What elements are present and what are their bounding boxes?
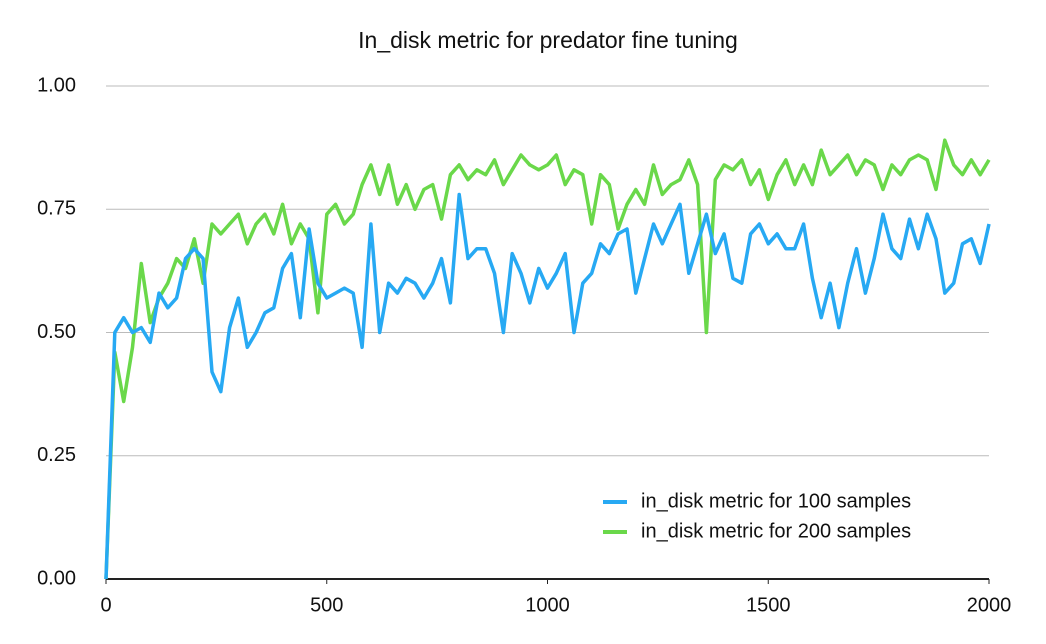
y-tick-label: 0.25 bbox=[37, 444, 76, 466]
y-tick-label: 0.50 bbox=[37, 321, 76, 343]
x-tick-label: 1000 bbox=[525, 594, 570, 616]
chart-title: In_disk metric for predator fine tuning bbox=[358, 27, 738, 53]
y-tick-label: 0.75 bbox=[37, 198, 76, 220]
x-tick-label: 2000 bbox=[967, 594, 1012, 616]
x-tick-label: 1500 bbox=[746, 594, 791, 616]
x-tick-label: 500 bbox=[310, 594, 343, 616]
series-line bbox=[104, 192, 991, 580]
y-tick-label: 0.00 bbox=[37, 567, 76, 589]
legend-label: in_disk metric for 200 samples bbox=[641, 520, 911, 542]
series-line bbox=[104, 138, 991, 580]
legend-label: in_disk metric for 100 samples bbox=[641, 490, 911, 512]
y-tick-label: 1.00 bbox=[37, 74, 76, 96]
x-tick-label: 0 bbox=[100, 594, 111, 616]
